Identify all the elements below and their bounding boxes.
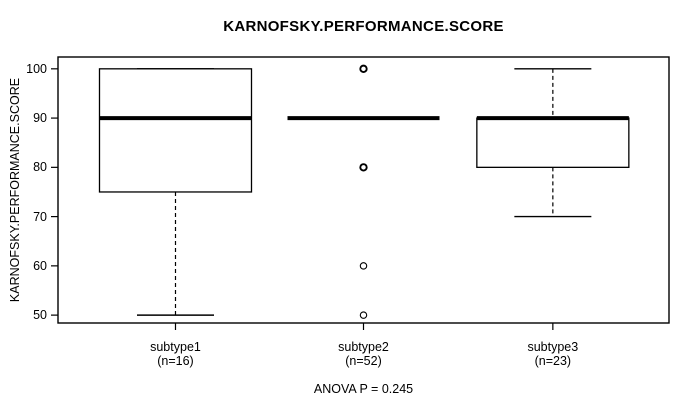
y-tick-label: 70 (33, 209, 47, 224)
anova-annotation: ANOVA P = 0.245 (313, 382, 414, 396)
x-group-label-subtype3: subtype3 (n=23) (483, 340, 623, 368)
group-name: subtype3 (527, 340, 579, 354)
y-tick-label: 100 (26, 61, 47, 76)
y-tick-label: 60 (33, 258, 47, 273)
group-count: (n=16) (157, 354, 194, 368)
outlier-point (359, 64, 368, 73)
y-tick-label: 90 (33, 111, 47, 126)
outlier-point (359, 262, 368, 270)
y-tick-label: 80 (33, 160, 47, 175)
iqr-box (98, 68, 253, 193)
outlier-point (359, 163, 368, 172)
group-name: subtype1 (150, 340, 201, 354)
outlier-point (359, 311, 368, 319)
x-group-label-subtype1: subtype1 (n=16) (105, 340, 245, 368)
x-group-label-subtype2: subtype2 (n=52) (294, 340, 434, 368)
y-tick-label: 50 (33, 308, 47, 323)
chart-title: KARNOFSKY.PERFORMANCE.SCORE (223, 18, 504, 35)
iqr-box (476, 117, 630, 168)
group-count: (n=23) (534, 354, 572, 368)
group-count: (n=52) (345, 354, 382, 368)
group-name: subtype2 (338, 340, 389, 354)
